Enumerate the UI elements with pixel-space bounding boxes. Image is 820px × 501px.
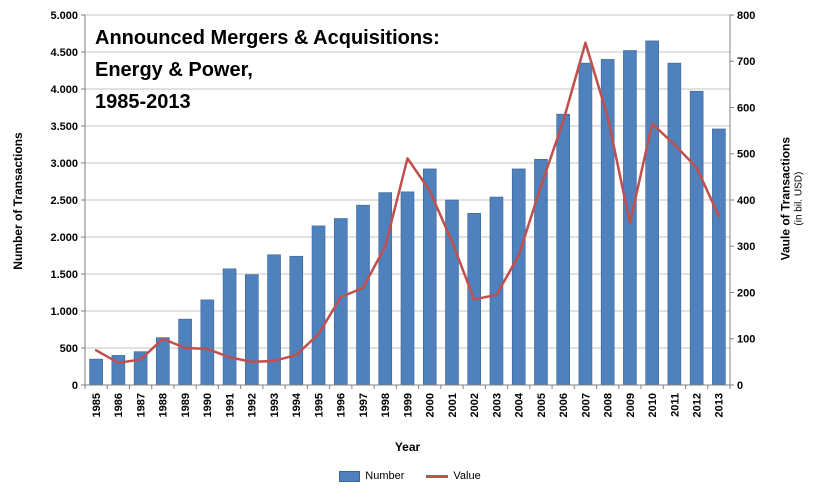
x-label-2002: 2002 <box>469 393 481 417</box>
x-axis-title: Year <box>394 440 421 454</box>
x-label-2012: 2012 <box>691 393 703 417</box>
bar-1985 <box>89 358 103 386</box>
legend-item-value: Value <box>426 470 481 482</box>
bar-1988 <box>156 337 170 386</box>
left-axis-ticks: 0 500 1.000 1.500 2.000 2.500 3.000 3.500 4.000 4… <box>50 10 85 392</box>
svg-text:500: 500 <box>737 149 755 161</box>
x-label-2013: 2013 <box>714 393 726 417</box>
x-label-1995: 1995 <box>313 393 325 417</box>
bar-1999 <box>400 191 415 386</box>
x-label-1993: 1993 <box>269 393 281 417</box>
x-label-2003: 2003 <box>491 393 503 417</box>
right-axis-title: Vaule of Transactions (in bil. USD) <box>778 119 805 279</box>
number-bars <box>89 40 726 386</box>
bar-1991 <box>222 268 237 386</box>
svg-text:2.000: 2.000 <box>50 232 78 244</box>
right-axis-title-main: Vaule of Transactions <box>778 136 793 261</box>
bar-1995 <box>311 225 326 386</box>
x-label-1999: 1999 <box>402 393 414 417</box>
bar-1998 <box>378 192 393 386</box>
x-label-1989: 1989 <box>180 393 192 417</box>
x-label-1987: 1987 <box>135 393 147 417</box>
x-label-2001: 2001 <box>447 393 459 417</box>
left-axis-title: Number of Transactions <box>11 132 25 270</box>
bar-2001 <box>445 199 459 386</box>
x-label-2007: 2007 <box>580 393 592 417</box>
x-label-2005: 2005 <box>536 393 548 417</box>
x-label-1985: 1985 <box>91 393 103 417</box>
svg-text:700: 700 <box>737 56 755 68</box>
bar-2010 <box>645 40 659 386</box>
legend-item-number: Number <box>339 470 404 482</box>
chart-title-line-2: Energy & Power, <box>95 59 253 81</box>
svg-text:3.000: 3.000 <box>50 158 78 170</box>
right-axis-ticks: 0 100 200 300 400 500 600 700 800 <box>730 10 755 392</box>
x-label-2011: 2011 <box>669 393 681 417</box>
x-label-2000: 2000 <box>425 393 437 417</box>
bar-1992 <box>245 274 259 386</box>
bar-2005 <box>534 159 548 386</box>
svg-text:2.500: 2.500 <box>50 195 78 207</box>
svg-text:0: 0 <box>72 380 78 392</box>
value-line <box>94 41 721 365</box>
svg-text:400: 400 <box>737 195 755 207</box>
svg-text:500: 500 <box>60 343 78 355</box>
svg-text:5.000: 5.000 <box>50 10 78 22</box>
x-label-2008: 2008 <box>603 393 615 417</box>
legend-label-number: Number <box>365 470 405 482</box>
chart-legend: Number Value <box>0 470 820 482</box>
bar-2003 <box>489 196 504 386</box>
bar-2006 <box>556 113 570 386</box>
right-axis-title-sub: (in bil. USD) <box>793 171 805 226</box>
svg-text:300: 300 <box>737 241 755 253</box>
svg-text:100: 100 <box>737 334 755 346</box>
x-label-2009: 2009 <box>625 393 637 417</box>
x-axis-ticks: 1985 1986 1987 1988 1989 1990 1991 1992 1993 1994… <box>84 385 731 417</box>
x-label-1986: 1986 <box>113 393 125 417</box>
bar-2013 <box>712 128 726 386</box>
svg-text:0: 0 <box>737 380 743 392</box>
bar-1997 <box>356 204 370 386</box>
svg-text:800: 800 <box>737 10 755 22</box>
chart-title: Announced Mergers & Acquisitions: Energy… <box>95 22 440 118</box>
x-label-2004: 2004 <box>514 392 526 417</box>
value-series-swatch-icon <box>426 474 449 478</box>
x-label-1996: 1996 <box>336 393 348 417</box>
bar-2007 <box>578 62 593 386</box>
svg-text:4.500: 4.500 <box>50 47 78 59</box>
bar-1993 <box>267 254 281 386</box>
svg-text:3.500: 3.500 <box>50 121 78 133</box>
chart-title-line-1: Announced Mergers & Acquisitions: <box>95 27 440 49</box>
bar-2012 <box>689 90 704 386</box>
bar-1996 <box>333 218 348 386</box>
svg-text:1.000: 1.000 <box>50 306 78 318</box>
bar-2011 <box>667 62 682 386</box>
x-label-1988: 1988 <box>158 393 170 417</box>
number-series-swatch-icon <box>339 470 361 482</box>
x-label-1990: 1990 <box>202 393 214 417</box>
x-label-2010: 2010 <box>647 393 659 417</box>
legend-label-value: Value <box>453 470 481 482</box>
svg-text:1.500: 1.500 <box>50 269 78 281</box>
chart-title-line-3: 1985-2013 <box>95 91 191 113</box>
bar-1990 <box>200 299 215 386</box>
x-label-2006: 2006 <box>558 393 570 417</box>
bar-2004 <box>511 168 526 386</box>
x-label-1992: 1992 <box>247 393 259 417</box>
x-label-1994: 1994 <box>291 392 303 417</box>
x-label-1998: 1998 <box>380 393 392 417</box>
svg-text:200: 200 <box>737 287 755 299</box>
x-label-1991: 1991 <box>224 393 236 417</box>
svg-text:4.000: 4.000 <box>50 84 78 96</box>
bar-1994 <box>289 255 304 386</box>
bar-2008 <box>600 59 615 386</box>
x-label-1997: 1997 <box>358 393 370 417</box>
bar-1989 <box>178 318 192 386</box>
svg-text:600: 600 <box>737 102 755 114</box>
